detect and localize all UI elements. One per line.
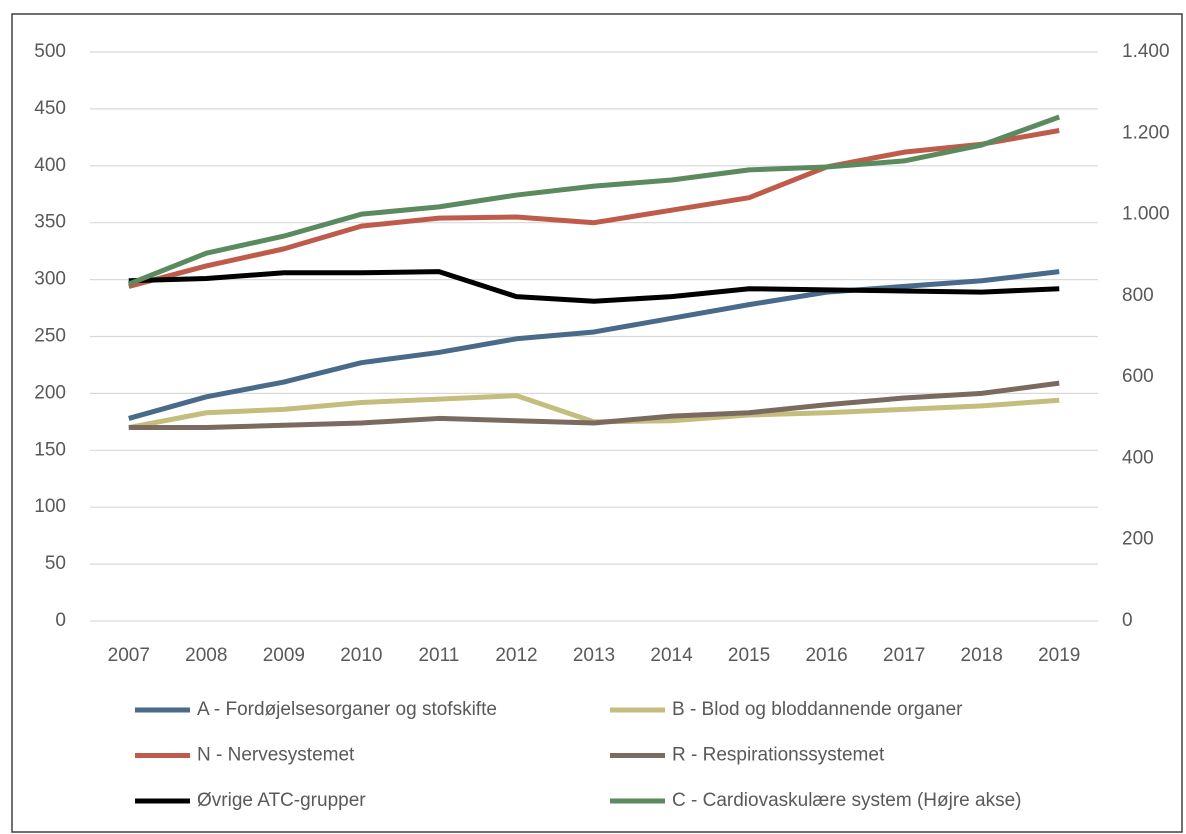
legend-label: B - Blod og bloddannende organer <box>672 699 963 720</box>
y-tick-label: 200 <box>34 382 66 403</box>
y2-tick-label: 1.200 <box>1122 122 1170 143</box>
y-tick-label: 0 <box>55 610 66 631</box>
x-tick-label: 2012 <box>495 645 537 666</box>
series-line <box>128 269 1060 421</box>
y2-tick-label: 1.000 <box>1122 204 1170 225</box>
x-tick-label: 2014 <box>650 645 693 666</box>
y-tick-label: 500 <box>34 41 66 62</box>
x-tick-label: 2015 <box>728 645 770 666</box>
x-tick-label: 2019 <box>1038 645 1080 666</box>
series-line <box>128 380 1060 431</box>
legend-label: A - Fordøjelsesorganer og stofskifte <box>197 699 497 720</box>
y-tick-label: 250 <box>34 326 66 347</box>
y-tick-label: 100 <box>34 496 66 517</box>
y2-tick-label: 0 <box>1122 610 1133 631</box>
y2-tick-label: 400 <box>1122 447 1154 468</box>
series-line <box>127 114 1061 287</box>
x-tick-label: 2011 <box>418 645 459 666</box>
y2-tick-label: 1.400 <box>1122 41 1170 62</box>
x-tick-label: 2013 <box>573 645 615 666</box>
x-tick-label: 2007 <box>108 645 150 666</box>
x-tick-label: 2009 <box>263 645 305 666</box>
x-tick-label: 2017 <box>883 645 925 666</box>
y-tick-label: 50 <box>45 553 66 574</box>
legend-label: N - Nervesystemet <box>197 745 355 766</box>
legend-label: Øvrige ATC-grupper <box>197 790 366 811</box>
series-line <box>128 128 1060 289</box>
y-tick-label: 400 <box>34 155 66 176</box>
y-tick-label: 350 <box>34 212 66 233</box>
x-tick-label: 2016 <box>805 645 847 666</box>
y-tick-label: 450 <box>34 98 66 119</box>
x-tick-label: 2018 <box>961 645 1003 666</box>
series-line <box>128 269 1060 304</box>
y-tick-label: 150 <box>34 439 66 460</box>
y2-tick-label: 800 <box>1122 285 1154 306</box>
x-tick-label: 2008 <box>185 645 227 666</box>
legend-label: R - Respirationssystemet <box>672 745 885 766</box>
y2-tick-label: 600 <box>1122 366 1154 387</box>
x-tick-label: 2010 <box>340 645 382 666</box>
legend-label: C - Cardiovaskulære system (Højre akse) <box>672 790 1021 811</box>
y-tick-label: 300 <box>34 269 66 290</box>
y2-tick-label: 200 <box>1122 529 1154 550</box>
